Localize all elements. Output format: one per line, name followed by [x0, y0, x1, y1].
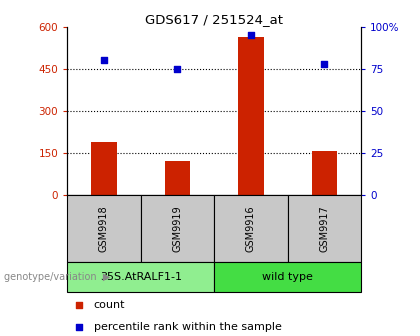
- Point: [318, 232, 325, 238]
- Text: genotype/variation  ▶: genotype/variation ▶: [4, 272, 110, 282]
- Point: [321, 61, 328, 67]
- Point: [248, 33, 255, 38]
- Text: 35S.AtRALF1-1: 35S.AtRALF1-1: [100, 272, 182, 282]
- Text: percentile rank within the sample: percentile rank within the sample: [94, 322, 281, 332]
- Title: GDS617 / 251524_at: GDS617 / 251524_at: [145, 13, 283, 26]
- Bar: [214, 195, 288, 262]
- Point: [174, 66, 181, 72]
- Point: [318, 34, 325, 39]
- Bar: [165, 161, 190, 195]
- Text: wild type: wild type: [262, 272, 313, 282]
- Text: GSM9919: GSM9919: [173, 205, 182, 252]
- Text: GSM9917: GSM9917: [320, 205, 329, 252]
- Text: GSM9918: GSM9918: [99, 205, 109, 252]
- Bar: [312, 152, 337, 195]
- Bar: [288, 195, 361, 262]
- Bar: [238, 37, 264, 195]
- Point: [101, 58, 108, 63]
- Bar: [141, 195, 214, 262]
- Bar: [67, 262, 214, 292]
- Bar: [67, 195, 141, 262]
- Bar: [214, 262, 361, 292]
- Text: GSM9916: GSM9916: [246, 205, 256, 252]
- Bar: [91, 142, 117, 195]
- Text: count: count: [94, 300, 125, 310]
